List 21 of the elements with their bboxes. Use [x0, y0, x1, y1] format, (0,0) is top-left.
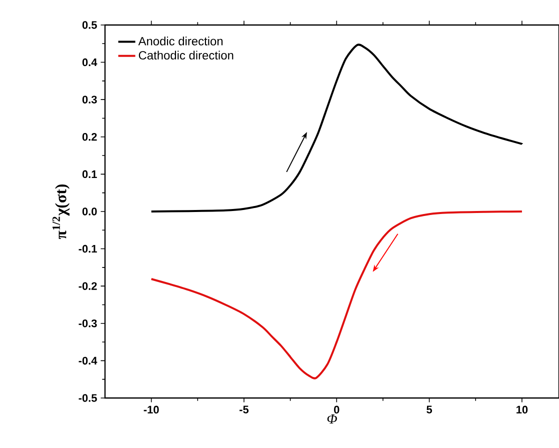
y-axis-title: π$^{1/2}$χ(σt)	[52, 184, 70, 239]
y-tick-label: 0.5	[82, 21, 97, 29]
y-tick-label: 0.4	[82, 58, 98, 66]
y-tick-label: -0.4	[78, 356, 98, 365]
y-tick-label: -0.5	[78, 394, 97, 402]
y-tick-label: 0.1	[82, 170, 97, 178]
y-tick-label: -0.1	[78, 244, 97, 253]
y-tick-label: -0.2	[78, 282, 97, 290]
x-tick-label: 5	[426, 406, 432, 414]
x-tick-label: 10	[516, 406, 528, 414]
legend-label: Cathodic direction	[138, 50, 234, 60]
y-tick-label: 0.2	[82, 133, 97, 141]
y-tick-label: 0.0	[82, 208, 97, 216]
line-series	[150, 210, 523, 380]
x-tick-label: -5	[240, 406, 249, 414]
x-tick-label: -10	[144, 406, 159, 414]
y-tick-label: 0.3	[82, 96, 97, 104]
x-axis-title: Φ	[327, 414, 337, 424]
y-tick-label: -0.3	[78, 320, 97, 328]
x-tick-label: 0	[334, 406, 340, 414]
legend-label: Anodic direction	[138, 36, 223, 46]
